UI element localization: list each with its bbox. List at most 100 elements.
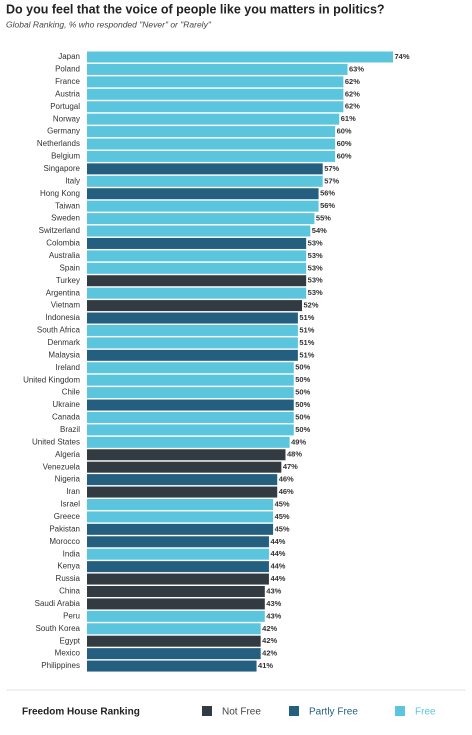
category-label: Denmark — [48, 338, 81, 347]
bar — [87, 498, 274, 510]
bar — [87, 163, 323, 175]
bar — [87, 262, 307, 274]
category-label: China — [59, 587, 80, 596]
category-label: Portugal — [50, 102, 80, 111]
bar — [87, 349, 298, 361]
value-label: 46% — [279, 475, 294, 484]
value-label: 55% — [316, 214, 331, 223]
category-label: United States — [32, 437, 80, 446]
value-label: 53% — [308, 251, 323, 260]
category-label: Indonesia — [45, 313, 80, 322]
legend-title: Freedom House Ranking — [22, 707, 140, 718]
value-label: 44% — [270, 537, 285, 546]
bar — [87, 337, 298, 349]
bar — [87, 225, 311, 237]
value-label: 53% — [308, 288, 323, 297]
category-label: Mexico — [55, 649, 81, 658]
value-label: 50% — [295, 412, 310, 421]
category-label: Brazil — [60, 425, 80, 434]
value-label: 50% — [295, 400, 310, 409]
category-label: Spain — [60, 263, 80, 272]
value-label: 51% — [299, 338, 314, 347]
category-label: Venezuela — [43, 462, 81, 471]
bar — [87, 424, 294, 436]
bar — [87, 113, 340, 125]
value-label: 46% — [279, 487, 294, 496]
value-label: 44% — [270, 549, 285, 558]
bar — [87, 237, 307, 249]
value-label: 62% — [345, 77, 360, 86]
value-label: 42% — [262, 649, 277, 658]
bar — [87, 623, 261, 635]
value-label: 50% — [295, 363, 310, 372]
bar — [87, 511, 274, 523]
value-label: 53% — [308, 276, 323, 285]
category-label: India — [63, 549, 81, 558]
bar — [87, 461, 282, 473]
bar — [87, 573, 269, 585]
bar — [87, 88, 344, 100]
value-label: 54% — [312, 226, 327, 235]
bar — [87, 126, 336, 138]
category-label: Ukraine — [52, 400, 80, 409]
value-label: 43% — [266, 611, 281, 620]
chart-title: Do you feel that the voice of people lik… — [6, 2, 385, 16]
bar — [87, 51, 393, 63]
category-label: Poland — [55, 65, 80, 74]
value-label: 61% — [341, 114, 356, 123]
value-label: 47% — [283, 462, 298, 471]
category-label: South Korea — [36, 624, 81, 633]
category-label: Malaysia — [48, 350, 80, 359]
value-label: 60% — [337, 139, 352, 148]
value-label: 45% — [275, 512, 290, 521]
category-label: Hong Kong — [40, 189, 80, 198]
bar — [87, 324, 298, 336]
bar — [87, 101, 344, 113]
category-label: Morocco — [49, 537, 80, 546]
category-label: Italy — [65, 176, 80, 185]
category-label: Philippines — [41, 661, 80, 670]
value-label: 49% — [291, 437, 306, 446]
value-label: 45% — [275, 524, 290, 533]
value-label: 62% — [345, 89, 360, 98]
bar — [87, 188, 319, 200]
bar — [87, 523, 274, 535]
category-label: Belgium — [51, 152, 80, 161]
category-label: Israel — [60, 500, 80, 509]
value-label: 45% — [275, 499, 290, 508]
bar — [87, 63, 348, 75]
category-label: Greece — [54, 512, 81, 521]
value-label: 50% — [295, 375, 310, 384]
bar — [87, 76, 344, 88]
bar — [87, 474, 278, 486]
category-label: Singapore — [44, 164, 81, 173]
value-label: 53% — [308, 263, 323, 272]
value-label: 42% — [262, 636, 277, 645]
value-label: 50% — [295, 388, 310, 397]
bar — [87, 660, 257, 672]
legend-label: Free — [415, 707, 436, 718]
legend-label: Partly Free — [309, 707, 358, 718]
value-label: 56% — [320, 189, 335, 198]
bar — [87, 598, 265, 610]
value-label: 41% — [258, 661, 273, 670]
category-label: Norway — [53, 114, 80, 123]
category-label: Argentina — [46, 288, 81, 297]
bar — [87, 449, 286, 461]
bar — [87, 150, 336, 162]
value-label: 44% — [270, 574, 285, 583]
category-label: South Africa — [37, 326, 81, 335]
value-label: 74% — [395, 52, 410, 61]
category-label: Germany — [47, 127, 80, 136]
value-label: 53% — [308, 238, 323, 247]
bar — [87, 300, 303, 312]
bar — [87, 436, 290, 448]
bar — [87, 548, 269, 560]
category-label: Japan — [58, 52, 80, 61]
bar — [87, 585, 265, 597]
bar — [87, 635, 261, 647]
bar — [87, 362, 294, 374]
legend-swatch — [395, 706, 405, 716]
bar — [87, 200, 319, 212]
